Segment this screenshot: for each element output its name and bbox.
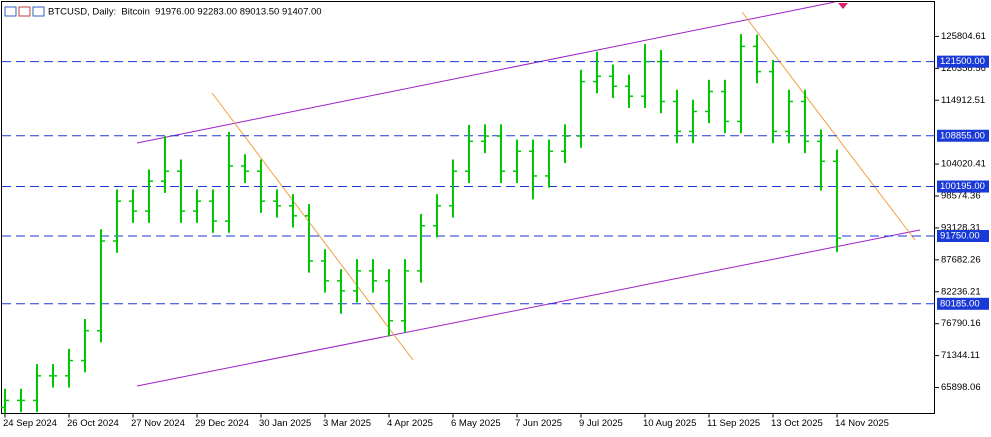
x-tick-label: 24 Sep 2024 [3, 418, 57, 429]
x-tick-label: 26 Oct 2024 [67, 418, 119, 429]
level-label-box [937, 55, 989, 68]
trend-line [211, 92, 414, 361]
channel-upper [136, 1, 836, 144]
drawn-objects [136, 1, 921, 387]
x-tick-label: 7 Jun 2025 [515, 418, 562, 429]
level-label: 91750.00 [940, 231, 980, 242]
marker [838, 3, 848, 9]
channel-lower [136, 229, 921, 387]
y-tick-label: 125804.61 [941, 31, 986, 42]
icon [18, 6, 31, 17]
level-label-box [937, 180, 989, 193]
y-tick-label: 76790.16 [941, 318, 981, 329]
plot-frame [1, 1, 935, 414]
level-label: 121500.00 [940, 56, 985, 67]
y-tick-label: 120358.56 [941, 63, 986, 74]
x-tick-label: 11 Sep 2025 [707, 418, 760, 429]
level-label: 108855.00 [940, 130, 985, 141]
level-label-box [937, 230, 989, 243]
level-label-box [937, 129, 989, 142]
x-tick-label: 9 Jul 2025 [579, 418, 623, 429]
trend-line [741, 11, 916, 241]
level-label-box [937, 297, 989, 310]
x-tick-label: 6 May 2025 [451, 418, 501, 429]
x-tick-label: 14 Nov 2025 [835, 418, 889, 429]
icon [32, 6, 45, 17]
x-tick-label: 13 Oct 2025 [771, 418, 823, 429]
y-tick-label: 65898.06 [941, 382, 981, 393]
ohlc-bars [1, 34, 841, 414]
y-tick-label: 93128.31 [941, 222, 981, 233]
x-tick-label: 27 Nov 2024 [131, 418, 185, 429]
y-tick-label: 71344.11 [941, 350, 980, 361]
icon [4, 6, 17, 17]
chart-title: BTCUSD, Daily: Bitcoin 91976.00 92283.00… [48, 7, 322, 18]
x-tick-label: 29 Dec 2024 [195, 418, 249, 429]
level-label: 80185.00 [940, 298, 980, 309]
y-tick-label: 82236.21 [941, 286, 981, 297]
x-tick-label: 4 Apr 2025 [387, 418, 433, 429]
level-label: 100195.00 [940, 181, 985, 192]
x-tick-label: 10 Aug 2025 [643, 418, 696, 429]
y-tick-label: 104020.41 [941, 159, 986, 170]
y-tick-label: 114912.51 [941, 95, 985, 106]
x-tick-label: 30 Jan 2025 [259, 418, 311, 429]
y-tick-label: 98574.36 [941, 191, 981, 202]
y-tick-label: 87682.26 [941, 254, 981, 265]
toolbar-icons [4, 6, 45, 17]
x-tick-label: 3 Mar 2025 [323, 418, 371, 429]
